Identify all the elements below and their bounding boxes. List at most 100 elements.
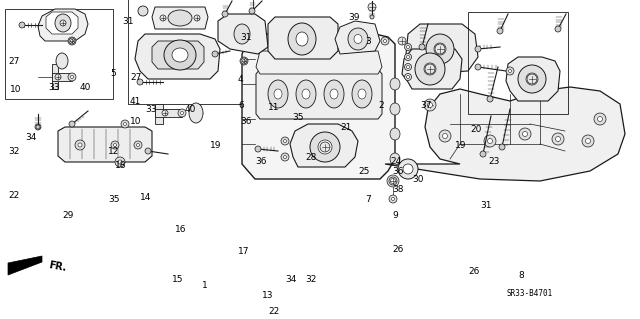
- Circle shape: [435, 44, 445, 54]
- Text: 35: 35: [108, 196, 120, 204]
- Ellipse shape: [442, 133, 447, 138]
- Ellipse shape: [519, 128, 531, 140]
- Text: 31: 31: [122, 18, 134, 26]
- Circle shape: [137, 79, 143, 85]
- Circle shape: [383, 40, 387, 42]
- Ellipse shape: [324, 80, 344, 108]
- Circle shape: [487, 96, 493, 102]
- Text: 38: 38: [392, 186, 403, 195]
- Text: 7: 7: [365, 196, 371, 204]
- Ellipse shape: [352, 80, 372, 108]
- Text: 36: 36: [392, 167, 403, 176]
- Text: 27: 27: [8, 57, 19, 66]
- Circle shape: [55, 74, 61, 80]
- Circle shape: [527, 74, 537, 84]
- Text: 27: 27: [130, 73, 141, 83]
- Circle shape: [178, 109, 186, 117]
- Text: 10: 10: [10, 85, 22, 94]
- Circle shape: [121, 120, 129, 128]
- Ellipse shape: [403, 164, 413, 174]
- Ellipse shape: [390, 128, 400, 140]
- Polygon shape: [385, 87, 625, 181]
- Text: 32: 32: [8, 147, 19, 157]
- Polygon shape: [402, 49, 462, 89]
- Text: 40: 40: [80, 84, 92, 93]
- Polygon shape: [256, 69, 382, 119]
- Text: 19: 19: [210, 140, 221, 150]
- Text: 18: 18: [115, 160, 127, 169]
- Text: 33: 33: [145, 106, 157, 115]
- Polygon shape: [218, 14, 268, 54]
- Bar: [468, 12, 568, 114]
- Circle shape: [406, 65, 410, 69]
- Circle shape: [113, 144, 116, 146]
- Text: 14: 14: [140, 194, 152, 203]
- Ellipse shape: [398, 159, 418, 179]
- Ellipse shape: [426, 34, 454, 64]
- Text: 15: 15: [172, 276, 184, 285]
- Text: 24: 24: [390, 158, 401, 167]
- Ellipse shape: [424, 63, 436, 75]
- Polygon shape: [268, 17, 338, 59]
- Circle shape: [240, 57, 248, 65]
- Circle shape: [368, 3, 376, 11]
- Circle shape: [118, 160, 122, 164]
- Circle shape: [284, 139, 287, 143]
- Circle shape: [387, 175, 399, 187]
- Circle shape: [381, 37, 389, 45]
- Polygon shape: [335, 21, 380, 54]
- Text: 34: 34: [285, 276, 296, 285]
- Polygon shape: [242, 34, 395, 179]
- Text: 31: 31: [240, 33, 252, 42]
- Circle shape: [78, 143, 82, 147]
- Circle shape: [70, 40, 74, 42]
- Bar: [128, 0, 253, 104]
- Text: 33: 33: [48, 84, 60, 93]
- Ellipse shape: [518, 65, 546, 93]
- Circle shape: [475, 46, 481, 52]
- Text: 8: 8: [518, 271, 524, 279]
- Text: 4: 4: [238, 76, 244, 85]
- Ellipse shape: [390, 153, 400, 165]
- Text: 26: 26: [468, 268, 479, 277]
- Circle shape: [243, 60, 246, 63]
- Text: 36: 36: [240, 117, 252, 127]
- Ellipse shape: [522, 131, 527, 137]
- Circle shape: [426, 101, 434, 109]
- Circle shape: [509, 70, 511, 72]
- Polygon shape: [135, 34, 220, 79]
- Circle shape: [392, 197, 394, 201]
- Circle shape: [69, 38, 75, 44]
- Circle shape: [35, 124, 41, 130]
- Polygon shape: [152, 41, 204, 69]
- Ellipse shape: [348, 28, 368, 50]
- Ellipse shape: [594, 113, 606, 125]
- Circle shape: [75, 140, 85, 150]
- Text: 6: 6: [238, 100, 244, 109]
- Text: 26: 26: [392, 246, 403, 255]
- Text: 37: 37: [420, 100, 431, 109]
- Polygon shape: [506, 57, 560, 101]
- Polygon shape: [52, 64, 58, 89]
- Circle shape: [162, 110, 168, 116]
- Circle shape: [68, 37, 76, 45]
- Text: 36: 36: [255, 158, 266, 167]
- Text: 28: 28: [305, 153, 316, 162]
- Circle shape: [404, 73, 412, 80]
- Text: 29: 29: [62, 211, 74, 219]
- Ellipse shape: [488, 138, 493, 144]
- Circle shape: [404, 63, 412, 70]
- Circle shape: [497, 28, 503, 34]
- Circle shape: [117, 159, 123, 165]
- Circle shape: [111, 141, 119, 149]
- Circle shape: [160, 15, 166, 21]
- Circle shape: [398, 37, 406, 45]
- Circle shape: [406, 46, 410, 48]
- Text: SR33-B4701: SR33-B4701: [507, 290, 553, 299]
- Ellipse shape: [390, 103, 400, 115]
- Text: 11: 11: [268, 103, 280, 113]
- Ellipse shape: [526, 73, 538, 85]
- Circle shape: [390, 179, 396, 183]
- Polygon shape: [155, 104, 163, 124]
- Polygon shape: [46, 12, 78, 34]
